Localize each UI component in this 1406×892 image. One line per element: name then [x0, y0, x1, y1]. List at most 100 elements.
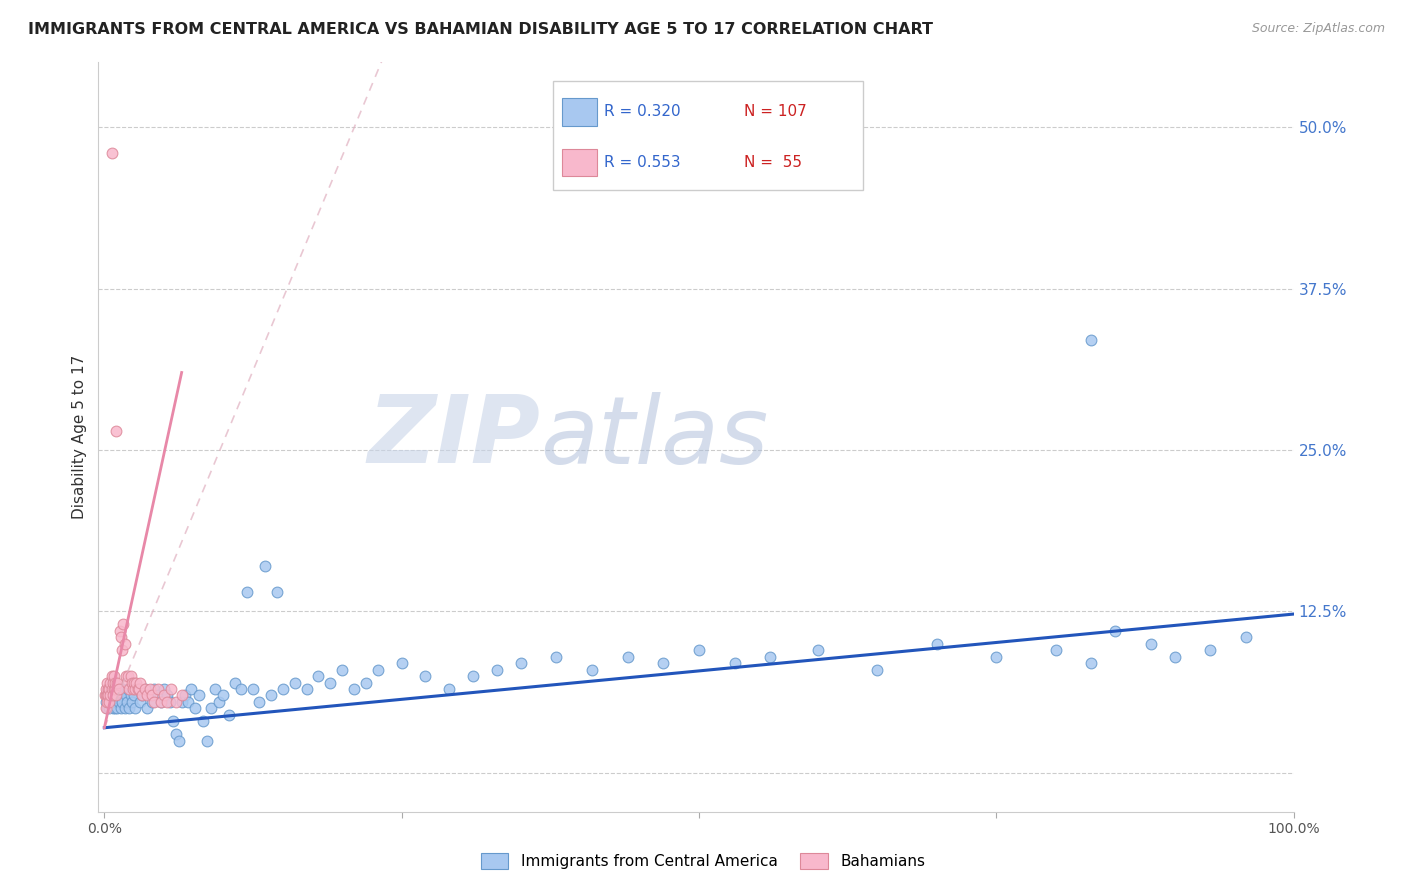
Point: [94, 689, 117, 703]
Point: [247, 695, 270, 709]
Point: [581, 663, 603, 677]
Point: [107, 681, 129, 696]
Point: [616, 649, 638, 664]
Point: [98, 681, 121, 696]
Point: [122, 681, 145, 696]
Point: [127, 681, 149, 696]
Point: [101, 681, 124, 696]
Text: IMMIGRANTS FROM CENTRAL AMERICA VS BAHAMIAN DISABILITY AGE 5 TO 17 CORRELATION C: IMMIGRANTS FROM CENTRAL AMERICA VS BAHAM…: [28, 22, 934, 37]
Point: [120, 669, 142, 683]
Point: [121, 695, 143, 709]
Point: [131, 689, 153, 703]
Point: [114, 669, 136, 683]
Point: [271, 681, 294, 696]
Point: [224, 675, 246, 690]
Point: [129, 675, 152, 690]
Point: [103, 695, 125, 709]
Point: [165, 695, 187, 709]
Point: [96, 689, 118, 703]
Point: [128, 681, 150, 696]
Point: [169, 733, 191, 747]
Point: [266, 585, 288, 599]
Point: [354, 675, 377, 690]
Point: [103, 689, 125, 703]
Point: [110, 630, 132, 644]
Point: [98, 695, 121, 709]
Point: [94, 701, 117, 715]
Point: [96, 695, 118, 709]
Point: [104, 681, 127, 696]
Text: atlas: atlas: [541, 392, 769, 483]
Point: [111, 695, 134, 709]
Point: [100, 689, 122, 703]
Point: [180, 681, 202, 696]
Point: [108, 624, 131, 638]
Point: [111, 689, 134, 703]
Point: [170, 695, 193, 709]
Point: [200, 701, 222, 715]
Point: [212, 689, 235, 703]
Point: [204, 681, 226, 696]
Point: [134, 681, 156, 696]
Point: [138, 681, 160, 696]
Point: [96, 675, 118, 690]
Point: [101, 675, 124, 690]
Point: [94, 689, 117, 703]
Point: [688, 643, 710, 657]
Point: [100, 681, 122, 696]
Point: [242, 681, 264, 696]
Point: [807, 643, 830, 657]
Point: [104, 701, 127, 715]
Point: [391, 656, 413, 670]
Point: [141, 695, 163, 709]
Point: [218, 707, 240, 722]
FancyBboxPatch shape: [562, 149, 596, 177]
Point: [98, 675, 121, 690]
Text: N =  55: N = 55: [744, 154, 801, 169]
Point: [1199, 643, 1222, 657]
Point: [100, 145, 122, 160]
Point: [94, 695, 117, 709]
Point: [129, 695, 152, 709]
Point: [1234, 630, 1257, 644]
FancyBboxPatch shape: [562, 98, 596, 126]
Text: R = 0.553: R = 0.553: [605, 154, 681, 169]
Point: [143, 681, 166, 696]
Point: [98, 689, 121, 703]
Point: [188, 689, 211, 703]
Point: [120, 689, 142, 703]
Text: N = 107: N = 107: [744, 103, 807, 119]
Point: [110, 701, 132, 715]
Point: [170, 689, 193, 703]
Point: [160, 681, 183, 696]
Point: [319, 675, 342, 690]
Text: R = 0.320: R = 0.320: [605, 103, 681, 119]
Point: [122, 675, 145, 690]
Text: ZIP: ZIP: [368, 391, 541, 483]
FancyBboxPatch shape: [553, 81, 863, 190]
Point: [174, 689, 197, 703]
Point: [107, 701, 129, 715]
Point: [114, 701, 136, 715]
Point: [107, 681, 129, 696]
Point: [100, 675, 122, 690]
Point: [162, 714, 184, 729]
Point: [260, 689, 283, 703]
Point: [115, 695, 138, 709]
Point: [176, 695, 198, 709]
Point: [284, 675, 307, 690]
Point: [153, 689, 176, 703]
Point: [107, 675, 129, 690]
Point: [101, 689, 124, 703]
Point: [150, 695, 173, 709]
Point: [652, 656, 675, 670]
Point: [191, 714, 214, 729]
Text: Source: ZipAtlas.com: Source: ZipAtlas.com: [1251, 22, 1385, 36]
Point: [97, 681, 120, 696]
Point: [866, 663, 889, 677]
Legend: Immigrants from Central America, Bahamians: Immigrants from Central America, Bahamia…: [475, 847, 931, 875]
Point: [159, 695, 181, 709]
Point: [96, 701, 118, 715]
Point: [925, 637, 948, 651]
Point: [723, 656, 745, 670]
